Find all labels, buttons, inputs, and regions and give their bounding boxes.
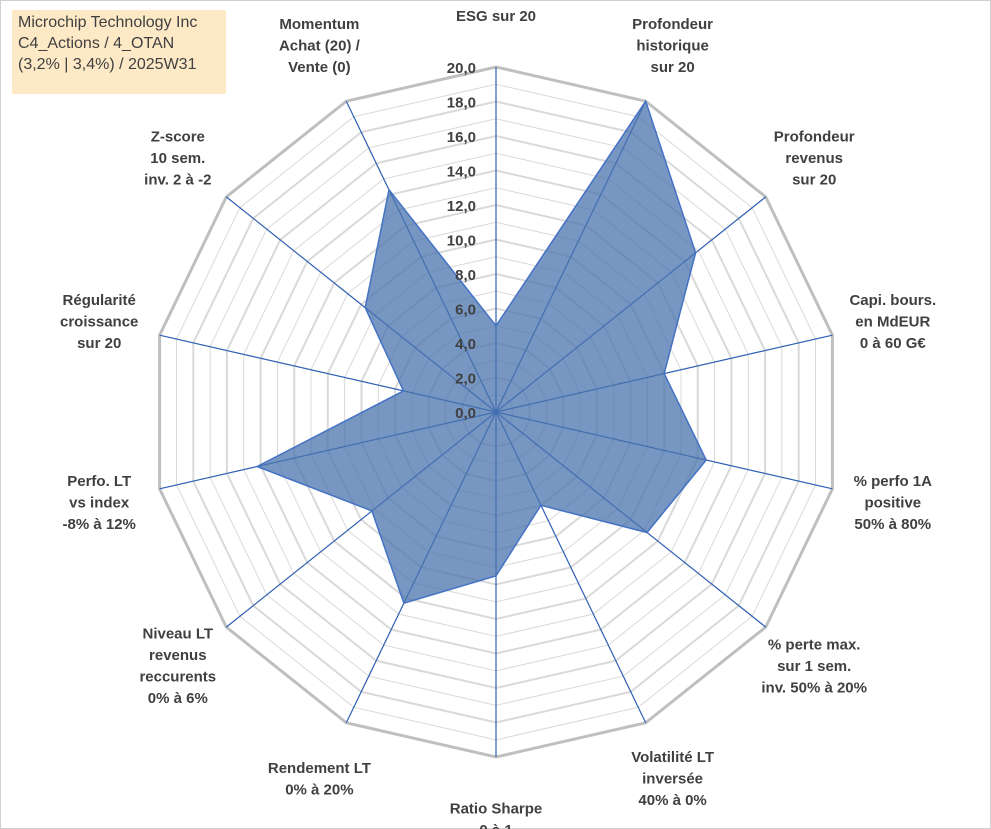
axis-label: NoteESG sur 20 [456,0,536,25]
axis-label: Ratio Sharpe0 à 1 [450,800,543,829]
axis-label: Momentum Achat (20) / Vente (0) [279,16,361,76]
axis-label: Perfo. LT vs index -8% à 12% [63,473,136,533]
tick-label: 0,0 [455,405,476,422]
tick-label: 12,0 [447,198,476,215]
axis-label: Profondeur revenus sur 20 [774,129,855,189]
tick-label: 4,0 [455,336,476,353]
axis-label: Rendement LT 0% à 20% [268,760,371,799]
tick-label: 6,0 [455,302,476,319]
axis-label: % perfo 1A positive 50% à 80% [854,473,933,533]
tick-label: 14,0 [447,164,476,181]
axis-label: % perte max. sur 1 sem. inv. 50% à 20% [761,636,867,696]
tick-label: 8,0 [455,267,476,284]
axis-label: Profondeur historique sur 20 [632,16,713,76]
axis-label: Z-score 10 sem. inv. 2 à -2 [144,129,211,189]
tick-label: 16,0 [447,129,476,146]
title-line-2: C4_Actions / 4_OTAN [18,35,175,52]
data-area [255,99,708,605]
title-line-1: Microchip Technology Inc [18,14,198,31]
tick-label: 20,0 [447,60,476,77]
axis-label: Capi. bours. en MdEUR 0 à 60 G€ [849,292,936,352]
chart-title-box: Microchip Technology Inc C4_Actions / 4_… [12,10,226,94]
tick-label: 18,0 [447,95,476,112]
axis-label: Niveau LT revenus reccurents 0% à 6% [139,626,216,708]
tick-label: 2,0 [455,371,476,388]
axis-label: Volatilité LT inversée 40% à 0% [631,749,714,809]
title-line-3: (3,2% | 3,4%) / 2025W31 [18,56,197,73]
tick-label: 10,0 [447,233,476,250]
axis-label: Régularité croissance sur 20 [60,292,138,352]
